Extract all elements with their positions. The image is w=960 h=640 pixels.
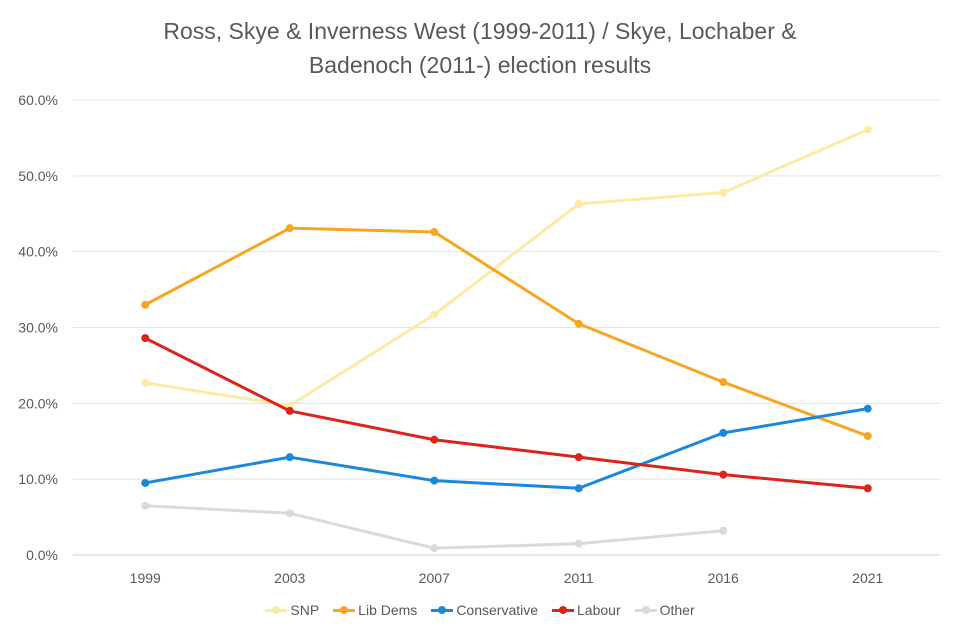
chart-title-line-2: Badenoch (2011-) election results xyxy=(308,52,652,78)
series-line-lib-dems xyxy=(144,226,869,438)
legend-marker xyxy=(431,605,454,614)
chart-title: Ross, Skye & Inverness West (1999-2011) … xyxy=(0,14,960,82)
y-tick-label: 50.0% xyxy=(18,168,58,184)
data-point xyxy=(141,501,150,510)
x-tick-label: 1999 xyxy=(130,570,161,586)
x-tick-label: 2007 xyxy=(419,570,450,586)
legend-item: Lib Dems xyxy=(333,602,417,618)
legend-label: Conservative xyxy=(456,602,539,618)
x-tick-label: 2011 xyxy=(564,570,594,586)
data-point xyxy=(285,453,294,462)
data-point xyxy=(574,199,583,208)
legend-item: Labour xyxy=(552,602,621,618)
series-line-labour xyxy=(144,336,868,490)
data-point xyxy=(141,378,150,387)
legend-marker xyxy=(634,605,657,614)
data-point xyxy=(574,484,583,493)
data-point xyxy=(863,431,872,440)
data-point xyxy=(285,406,294,415)
legend-label: Lib Dems xyxy=(358,602,418,618)
data-point xyxy=(141,300,150,309)
x-tick-label: 2003 xyxy=(274,570,305,586)
data-point xyxy=(863,125,872,134)
data-point xyxy=(719,470,728,479)
data-point xyxy=(719,188,728,197)
data-point xyxy=(141,478,150,487)
series-line-other xyxy=(145,504,724,550)
data-point xyxy=(141,334,150,343)
data-point xyxy=(574,539,583,548)
legend: SNP Lib Dems Conservative Labour Other xyxy=(0,602,960,618)
data-point xyxy=(719,526,728,535)
legend-label: Other xyxy=(659,602,695,618)
data-point xyxy=(574,453,583,462)
series-line-snp xyxy=(145,128,869,408)
legend-marker xyxy=(552,605,575,614)
data-point xyxy=(574,319,583,328)
y-tick-label: 40.0% xyxy=(18,244,58,260)
y-tick-label: 30.0% xyxy=(18,320,58,336)
data-point xyxy=(430,435,439,444)
legend-marker xyxy=(265,605,288,614)
data-point xyxy=(863,484,872,493)
data-point xyxy=(430,227,439,236)
data-point xyxy=(719,378,728,387)
x-tick-label: 2016 xyxy=(708,570,739,586)
series-line-conservative xyxy=(144,407,868,490)
legend-label: SNP xyxy=(290,602,320,618)
legend-marker xyxy=(333,605,356,614)
data-point xyxy=(863,404,872,413)
y-tick-label: 20.0% xyxy=(18,395,58,411)
chart-title-line-1: Ross, Skye & Inverness West (1999-2011) … xyxy=(163,18,797,44)
y-tick-label: 0.0% xyxy=(26,547,58,563)
legend-label: Labour xyxy=(577,602,621,618)
legend-item: Other xyxy=(634,602,695,618)
data-point xyxy=(430,476,439,485)
legend-item: SNP xyxy=(265,602,319,618)
y-tick-label: 60.0% xyxy=(18,92,58,108)
y-tick-label: 10.0% xyxy=(18,471,58,487)
data-point xyxy=(285,224,294,233)
data-point xyxy=(285,509,294,518)
data-point xyxy=(430,544,439,553)
data-point xyxy=(430,310,439,319)
data-point xyxy=(719,428,728,437)
legend-item: Conservative xyxy=(431,602,538,618)
x-tick-label: 2021 xyxy=(852,570,883,586)
